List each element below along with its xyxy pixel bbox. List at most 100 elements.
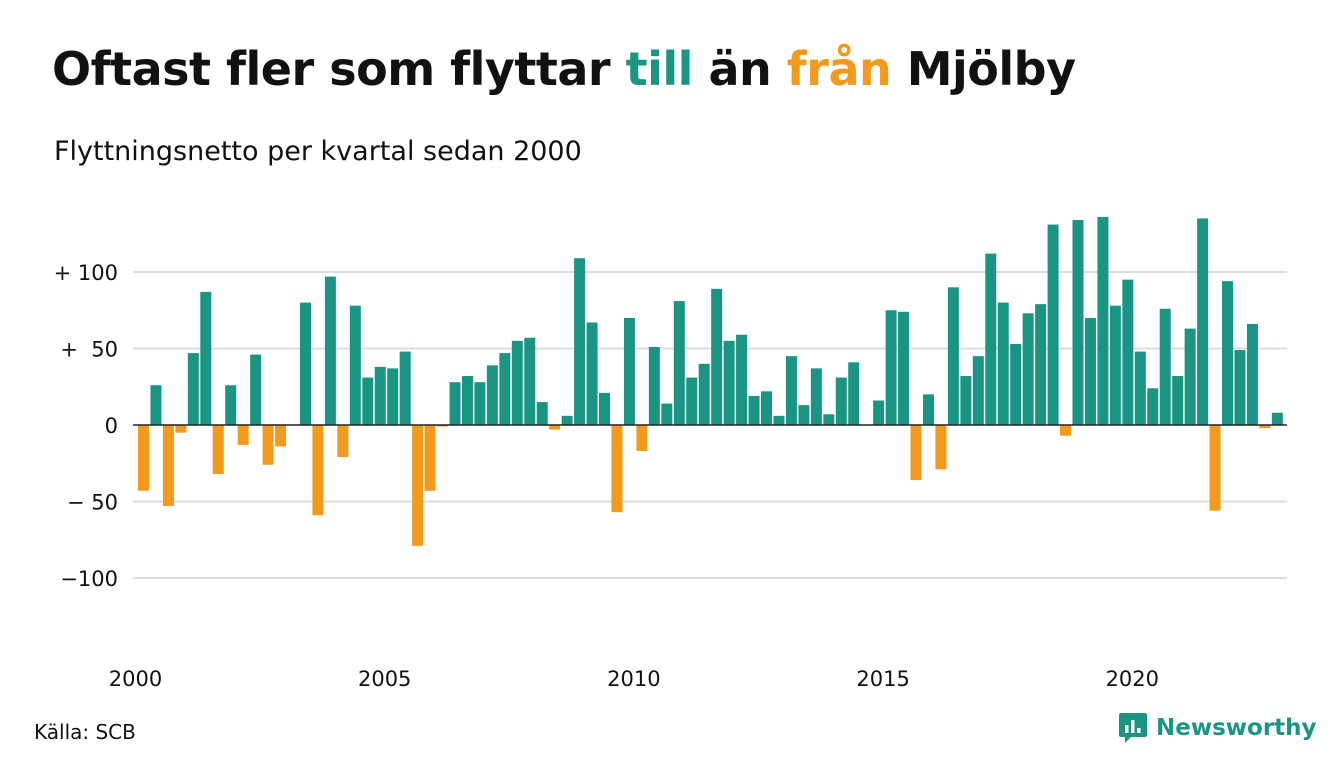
bar <box>947 287 959 425</box>
bar <box>661 403 673 425</box>
bar <box>922 394 934 425</box>
bar <box>960 376 972 425</box>
bar <box>599 392 611 425</box>
bar <box>337 425 349 458</box>
bars <box>138 216 1283 546</box>
bar <box>761 391 772 425</box>
bar <box>237 425 249 445</box>
bar <box>461 376 473 425</box>
brand-name: Newsworthy <box>1156 715 1317 741</box>
bar <box>1197 218 1209 425</box>
bar <box>586 322 598 425</box>
bar <box>312 425 324 516</box>
bar <box>474 382 486 425</box>
bar <box>1097 216 1109 425</box>
title-part-3: Mjölby <box>906 42 1076 96</box>
bar <box>648 346 660 425</box>
brand-logo: Newsworthy <box>1118 712 1317 744</box>
axes: + 100 + 50 0 − 50 −100 2000 2005 2010 2015 2020 <box>54 261 1287 691</box>
bar <box>723 340 735 425</box>
bar <box>848 362 860 425</box>
bar <box>1259 425 1271 429</box>
bar <box>1234 350 1246 425</box>
bar <box>798 405 810 425</box>
bar <box>773 415 785 425</box>
bar <box>1246 324 1258 425</box>
chat-bar-icon <box>1119 713 1147 743</box>
bar <box>698 363 710 425</box>
grid-lines <box>133 271 1287 579</box>
bar <box>262 425 274 465</box>
source-note: Källa: SCB <box>34 720 136 744</box>
bar <box>1209 425 1221 511</box>
bar <box>1060 425 1072 436</box>
bar <box>748 395 760 425</box>
bar <box>985 253 997 425</box>
bar <box>175 425 187 433</box>
bar <box>785 356 797 425</box>
chart-subtitle: Flyttningsnetto per kvartal sedan 2000 <box>54 136 582 167</box>
bar <box>1134 351 1146 425</box>
bar <box>387 368 399 425</box>
y-tick-label: − 50 <box>67 491 118 515</box>
title-highlight-fran: från <box>786 42 892 96</box>
bar <box>1271 412 1283 425</box>
bar <box>299 302 311 425</box>
bar <box>399 351 411 425</box>
x-tick-label: 2000 <box>109 667 162 691</box>
bar <box>898 311 910 425</box>
y-tick-label: 0 <box>105 414 118 438</box>
bar <box>673 301 685 425</box>
bar <box>611 425 623 513</box>
bar <box>374 366 386 425</box>
bar <box>1122 279 1134 425</box>
chart-title: Oftast fler som flyttar till än från Mjö… <box>52 42 1076 96</box>
bar <box>1109 305 1121 425</box>
bar <box>823 414 835 425</box>
bar-chart: + 100 + 50 0 − 50 −100 2000 2005 2010 2015 2020 <box>54 216 1287 691</box>
bar <box>187 353 199 425</box>
bar <box>162 425 174 507</box>
bar <box>1084 317 1096 425</box>
x-tick-label: 2020 <box>1106 667 1159 691</box>
bar <box>935 425 947 470</box>
bar <box>324 276 336 425</box>
bar <box>686 377 698 425</box>
bar <box>499 353 511 425</box>
bar <box>1184 328 1196 425</box>
title-part-1: Oftast fler som flyttar <box>52 42 611 96</box>
bar <box>536 402 548 425</box>
bar <box>1172 376 1184 425</box>
bar <box>250 354 262 425</box>
y-tick-label: + 50 <box>60 338 118 362</box>
bar <box>150 385 162 425</box>
x-tick-label: 2005 <box>358 667 411 691</box>
y-tick-label: −100 <box>60 567 118 591</box>
bar <box>549 425 561 430</box>
x-tick-label: 2015 <box>856 667 909 691</box>
bar <box>1010 343 1022 425</box>
y-tick-label: + 100 <box>54 261 118 285</box>
bar <box>1035 304 1047 425</box>
bar <box>449 382 461 425</box>
bar <box>574 258 586 425</box>
title-highlight-till: till <box>625 42 694 96</box>
bar <box>212 425 224 474</box>
x-tick-label: 2010 <box>607 667 660 691</box>
bar <box>835 377 847 425</box>
bar <box>561 415 573 425</box>
title-part-2: än <box>708 42 772 96</box>
bar <box>225 385 237 425</box>
bar <box>1047 224 1059 425</box>
bar <box>873 400 885 425</box>
bar <box>275 425 287 447</box>
bar <box>1222 281 1234 425</box>
bar <box>511 340 523 425</box>
bar <box>200 291 212 425</box>
bar <box>910 425 922 481</box>
bar <box>362 377 374 425</box>
bar <box>623 317 635 425</box>
bar <box>486 365 498 425</box>
bar <box>424 425 436 491</box>
bar <box>1159 308 1171 425</box>
